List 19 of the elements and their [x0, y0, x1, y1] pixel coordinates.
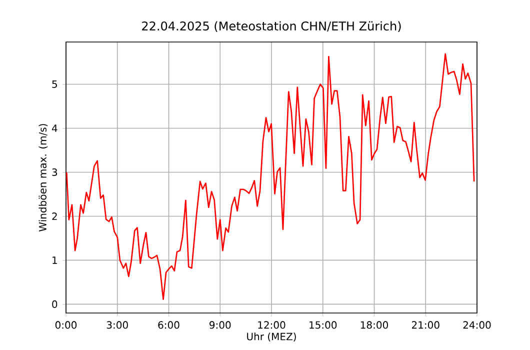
y-tick-label: 1 [52, 256, 57, 264]
x-tick-label: 3:00 [106, 321, 128, 329]
x-tick-label: 9:00 [210, 321, 231, 329]
y-tick-label: 3 [52, 168, 58, 176]
x-tick-label: 21:00 [412, 321, 440, 329]
x-tick-label: 15:00 [310, 321, 337, 329]
x-tick-label: 18:00 [360, 321, 388, 329]
y-tick-label: 0 [52, 300, 58, 308]
y-tick-label: 4 [52, 124, 58, 132]
x-tick-label: 12:00 [258, 321, 286, 329]
line-series [66, 53, 475, 300]
y-tick-label: 2 [52, 212, 57, 220]
x-axis-title: Uhr (MEZ) [247, 332, 296, 342]
y-axis-title: Windböen max. (m/s) [38, 124, 48, 232]
y-tick-label: 5 [52, 80, 57, 88]
x-tick-label: 0:00 [55, 321, 77, 329]
chart-title: 22.04.2025 (Meteostation CHN/ETH Zürich) [142, 21, 401, 32]
x-tick-label: 24:00 [463, 321, 491, 329]
x-tick-label: 6:00 [158, 321, 180, 329]
